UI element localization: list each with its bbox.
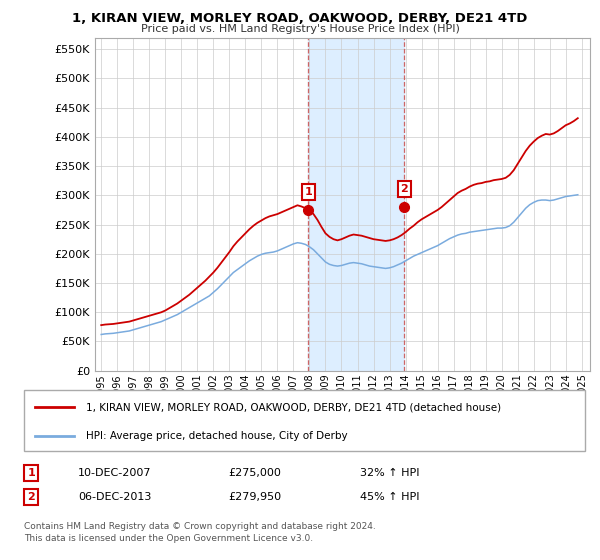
Text: 06-DEC-2013: 06-DEC-2013 (78, 492, 151, 502)
Text: 2: 2 (28, 492, 35, 502)
Text: £279,950: £279,950 (228, 492, 281, 502)
Text: 2: 2 (400, 184, 408, 194)
Text: 1: 1 (28, 468, 35, 478)
Text: 32% ↑ HPI: 32% ↑ HPI (360, 468, 419, 478)
Text: 45% ↑ HPI: 45% ↑ HPI (360, 492, 419, 502)
Text: £275,000: £275,000 (228, 468, 281, 478)
Text: 1: 1 (304, 187, 312, 197)
Text: Price paid vs. HM Land Registry's House Price Index (HPI): Price paid vs. HM Land Registry's House … (140, 24, 460, 34)
Bar (308, 38, 404, 371)
Text: 1, KIRAN VIEW, MORLEY ROAD, OAKWOOD, DERBY, DE21 4TD: 1, KIRAN VIEW, MORLEY ROAD, OAKWOOD, DER… (73, 12, 527, 25)
Text: 10-DEC-2007: 10-DEC-2007 (78, 468, 151, 478)
Text: HPI: Average price, detached house, City of Derby: HPI: Average price, detached house, City… (86, 431, 347, 441)
Text: Contains HM Land Registry data © Crown copyright and database right 2024.
This d: Contains HM Land Registry data © Crown c… (24, 522, 376, 543)
FancyBboxPatch shape (24, 390, 585, 451)
Text: 1, KIRAN VIEW, MORLEY ROAD, OAKWOOD, DERBY, DE21 4TD (detached house): 1, KIRAN VIEW, MORLEY ROAD, OAKWOOD, DER… (86, 402, 501, 412)
